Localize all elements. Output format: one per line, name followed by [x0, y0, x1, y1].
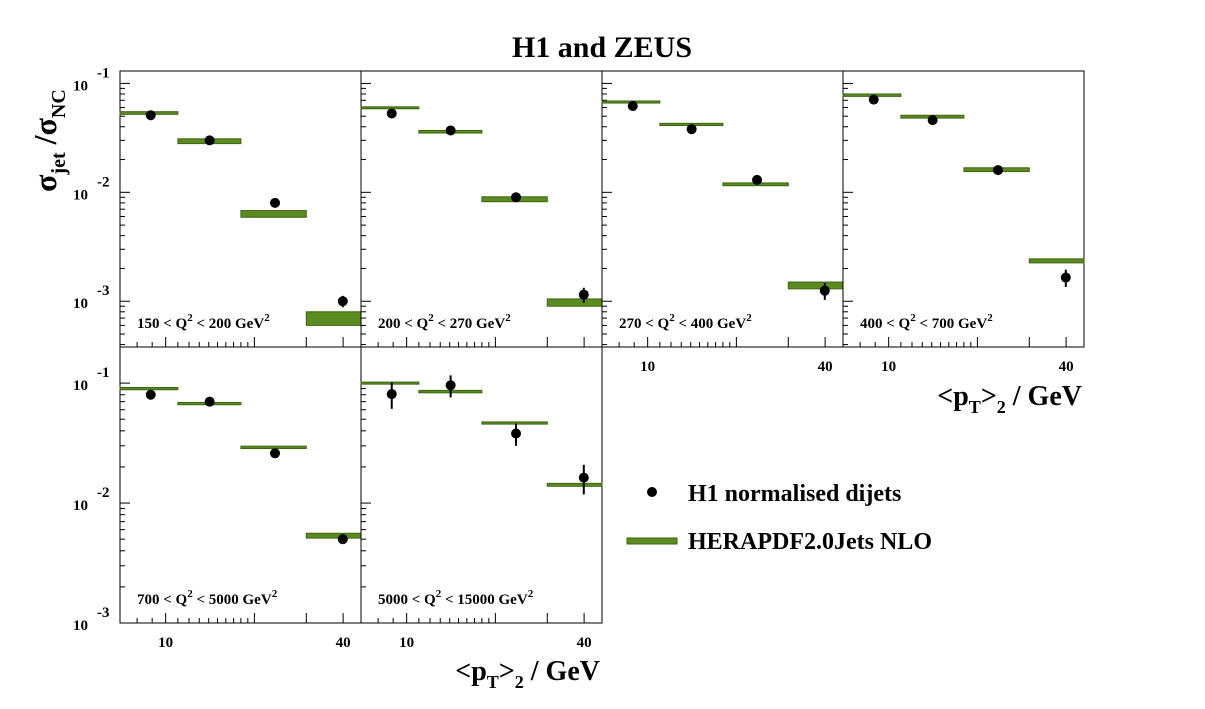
- data-point: [927, 115, 938, 126]
- data-point: [511, 192, 522, 203]
- theory-band: [305, 532, 362, 539]
- data-point: [145, 389, 156, 400]
- panel-1: 150 < Q2 < 200 GeV2: [119, 70, 362, 348]
- y-axis-label-sep: /σ: [27, 118, 63, 153]
- panel-4: 400 < Q2 < 700 GeV2: [842, 70, 1085, 348]
- data-point: [819, 285, 830, 296]
- y-tick-label: 10: [73, 78, 88, 94]
- y-tick-label-exponent: -1: [97, 365, 110, 381]
- y-axis-label-sep-sub: NC: [48, 89, 70, 118]
- y-axis-label-main: σ: [27, 174, 63, 192]
- data-point: [445, 380, 456, 391]
- x-tick-label: 40: [336, 635, 351, 651]
- panel-label: 400 < Q2 < 700 GeV2: [860, 312, 993, 332]
- theory-band: [787, 281, 844, 290]
- panel-frame: [842, 70, 1085, 348]
- x-axis-label-upper: <pT>2 / GeV: [937, 381, 1082, 417]
- panel-label: 200 < Q2 < 270 GeV2: [378, 312, 511, 332]
- theory-band: [240, 210, 307, 218]
- panel-2: 200 < Q2 < 270 GeV2: [360, 70, 603, 348]
- y-axis-label-main-sub: jet: [48, 152, 70, 176]
- panel-label: 5000 < Q2 < 15000 GeV2: [378, 588, 534, 608]
- panel-label: 270 < Q2 < 400 GeV2: [619, 312, 752, 332]
- data-point: [386, 389, 397, 400]
- theory-band: [546, 482, 603, 487]
- panel-6: 5000 < Q2 < 15000 GeV2: [360, 346, 603, 624]
- panel-3: 270 < Q2 < 400 GeV2: [601, 70, 844, 348]
- theory-band: [481, 421, 548, 425]
- panel-5: 700 < Q2 < 5000 GeV2: [119, 346, 362, 624]
- data-point: [511, 428, 522, 439]
- legend-label-theory: HERAPDF2.0Jets NLO: [688, 529, 932, 555]
- data-point: [337, 534, 348, 545]
- data-point: [270, 197, 281, 208]
- data-point: [686, 124, 697, 135]
- y-tick-label-exponent: -2: [97, 485, 110, 501]
- x-tick-label: 40: [818, 359, 833, 375]
- data-point: [386, 108, 397, 119]
- data-point: [1060, 272, 1071, 283]
- panels-group: 150 < Q2 < 200 GeV2 200 < Q2 < 270 GeV2 27…: [73, 65, 1085, 651]
- y-tick-label: 10: [73, 187, 88, 203]
- y-tick-label-exponent: -3: [97, 283, 110, 299]
- theory-band: [360, 106, 420, 110]
- theory-band: [119, 386, 179, 391]
- panel-frame: [601, 70, 844, 348]
- data-point: [578, 289, 589, 300]
- panel-label: 700 < Q2 < 5000 GeV2: [137, 588, 278, 608]
- theory-band: [360, 381, 420, 385]
- x-tick-label: 10: [640, 359, 655, 375]
- data-point: [337, 296, 348, 307]
- theory-band: [546, 298, 603, 307]
- x-tick-label: 10: [399, 635, 414, 651]
- data-point: [627, 101, 638, 112]
- theory-band: [305, 311, 362, 326]
- svg-text:σjet /σNC: σjet /σNC: [27, 89, 70, 192]
- data-point: [445, 125, 456, 136]
- x-tick-label: 10: [881, 359, 896, 375]
- data-point: [270, 448, 281, 459]
- data-point: [752, 174, 763, 185]
- data-point: [145, 110, 156, 121]
- data-point: [868, 94, 879, 105]
- y-tick-label: 10: [73, 296, 88, 312]
- x-tick-label: 40: [577, 635, 592, 651]
- x-tick-label: 40: [1059, 359, 1074, 375]
- panel-label: 150 < Q2 < 200 GeV2: [137, 312, 270, 332]
- legend-label-data: H1 normalised dijets: [688, 481, 901, 507]
- theory-band: [1028, 258, 1085, 264]
- x-axis-label-lower: <pT>2 / GeV: [455, 656, 600, 692]
- y-tick-label-exponent: -2: [97, 174, 110, 190]
- x-tick-label: 10: [158, 635, 173, 651]
- legend: H1 normalised dijets HERAPDF2.0Jets NLO: [626, 481, 932, 555]
- data-point: [204, 396, 215, 407]
- legend-marker-theory: [626, 537, 678, 545]
- data-point: [204, 135, 215, 146]
- y-axis-label: σjet /σNC: [27, 89, 70, 192]
- y-tick-label: 10: [73, 618, 88, 634]
- chart-title: H1 and ZEUS: [512, 31, 692, 64]
- y-tick-label: 10: [73, 498, 88, 514]
- y-tick-label-exponent: -3: [97, 605, 110, 621]
- y-tick-label-exponent: -1: [97, 65, 110, 81]
- y-tick-label: 10: [73, 378, 88, 394]
- legend-marker-data: [647, 487, 657, 497]
- data-point: [578, 472, 589, 483]
- theory-band: [240, 445, 307, 449]
- data-point: [993, 165, 1004, 176]
